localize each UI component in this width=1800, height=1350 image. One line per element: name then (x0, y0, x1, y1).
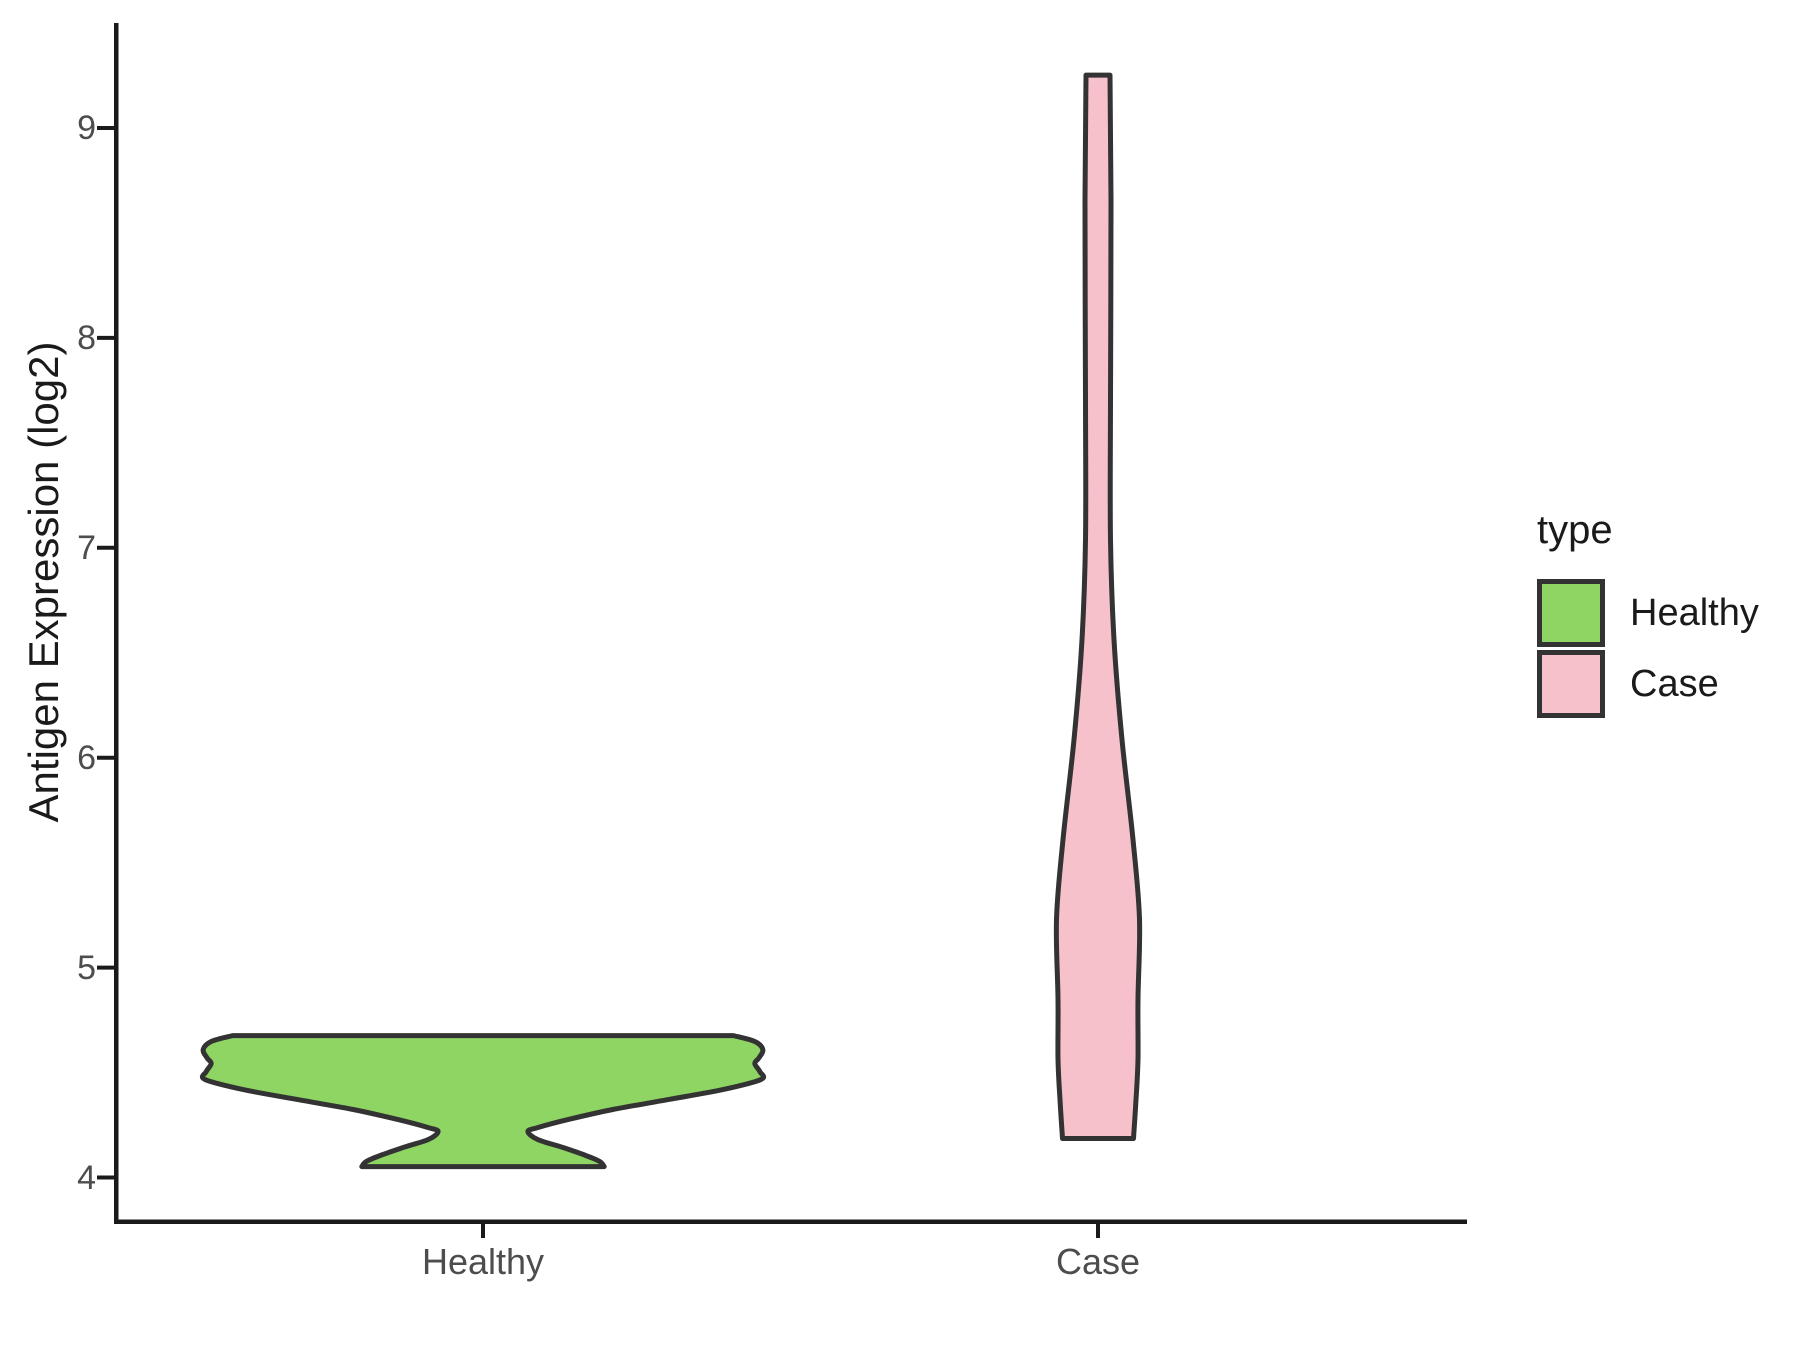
legend-swatch-healthy (1537, 579, 1605, 647)
y-tick-label: 6 (77, 738, 96, 777)
legend-label-case: Case (1630, 663, 1719, 705)
violin-healthy (199, 1033, 767, 1170)
violin-case (1053, 72, 1143, 1141)
legend-entry-healthy: Healthy (1537, 579, 1797, 650)
y-tick-label: 5 (77, 948, 96, 987)
legend-entry-case: Case (1537, 650, 1797, 721)
y-tick-label: 7 (77, 528, 96, 567)
x-category-label-healthy: Healthy (421, 1241, 545, 1282)
y-tick-label: 8 (77, 318, 96, 357)
y-tick-label: 4 (77, 1158, 96, 1197)
legend-swatch-case (1537, 650, 1605, 718)
legend-title: type (1537, 508, 1613, 552)
legend-label-healthy: Healthy (1630, 592, 1759, 634)
y-tick-label: 9 (77, 108, 96, 147)
legend: type Healthy Case (1537, 505, 1797, 721)
x-category-label-case: Case (1055, 1241, 1141, 1282)
